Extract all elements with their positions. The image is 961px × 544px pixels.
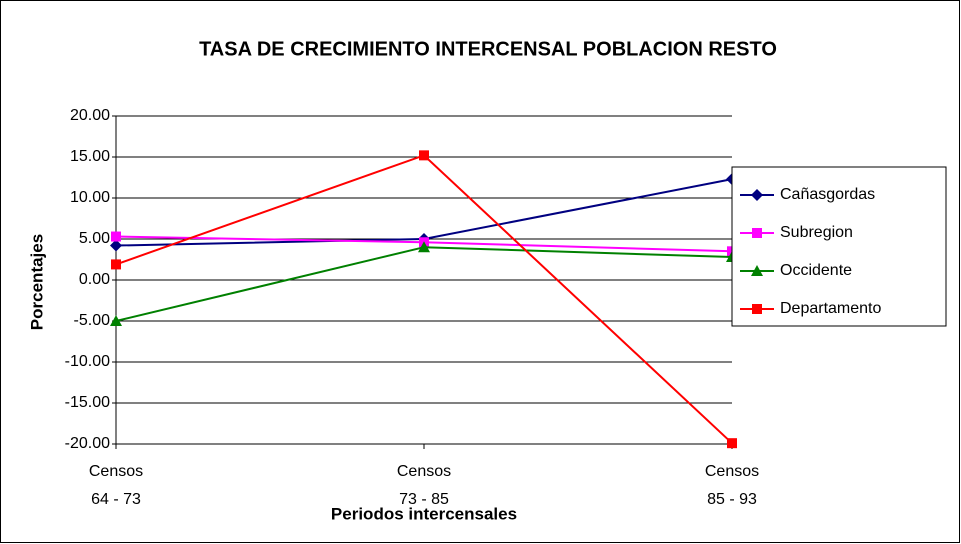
- legend-box: [731, 166, 947, 327]
- y-axis-label: Porcentajes: [27, 234, 46, 330]
- y-tick-label: -10.00: [65, 353, 110, 370]
- marker: [418, 241, 430, 253]
- marker: [111, 231, 121, 242]
- x-axis-label: Periodos intercensales: [331, 504, 517, 523]
- x-tick-label: Censos 64 - 73: [88, 463, 144, 508]
- y-tick-label: -5.00: [74, 312, 111, 329]
- y-tick-label: 0.00: [79, 271, 110, 288]
- y-tick-label: -15.00: [65, 394, 110, 411]
- marker: [727, 438, 737, 449]
- marker: [752, 228, 762, 238]
- legend-label: Occidente: [780, 262, 852, 279]
- marker: [110, 315, 122, 326]
- marker: [110, 239, 122, 252]
- legend-label: Cañasgordas: [780, 186, 875, 203]
- x-tick-label: Censos 85 - 93: [704, 463, 760, 508]
- marker: [111, 259, 121, 270]
- legend-label: Departamento: [780, 300, 881, 317]
- marker: [751, 265, 763, 276]
- y-tick-label: 20.00: [70, 107, 110, 124]
- legend-label: Subregion: [780, 224, 853, 241]
- marker: [419, 150, 429, 161]
- y-tick-label: 5.00: [79, 230, 110, 247]
- marker: [751, 189, 763, 201]
- x-tick-label: Censos 73 - 85: [396, 463, 452, 508]
- y-tick-label: 10.00: [70, 189, 110, 206]
- y-tick-label: -20.00: [65, 435, 110, 452]
- marker: [752, 304, 762, 314]
- y-tick-label: 15.00: [70, 148, 110, 165]
- chart-title: TASA DE CRECIMIENTO INTERCENSAL POBLACIO…: [199, 38, 777, 60]
